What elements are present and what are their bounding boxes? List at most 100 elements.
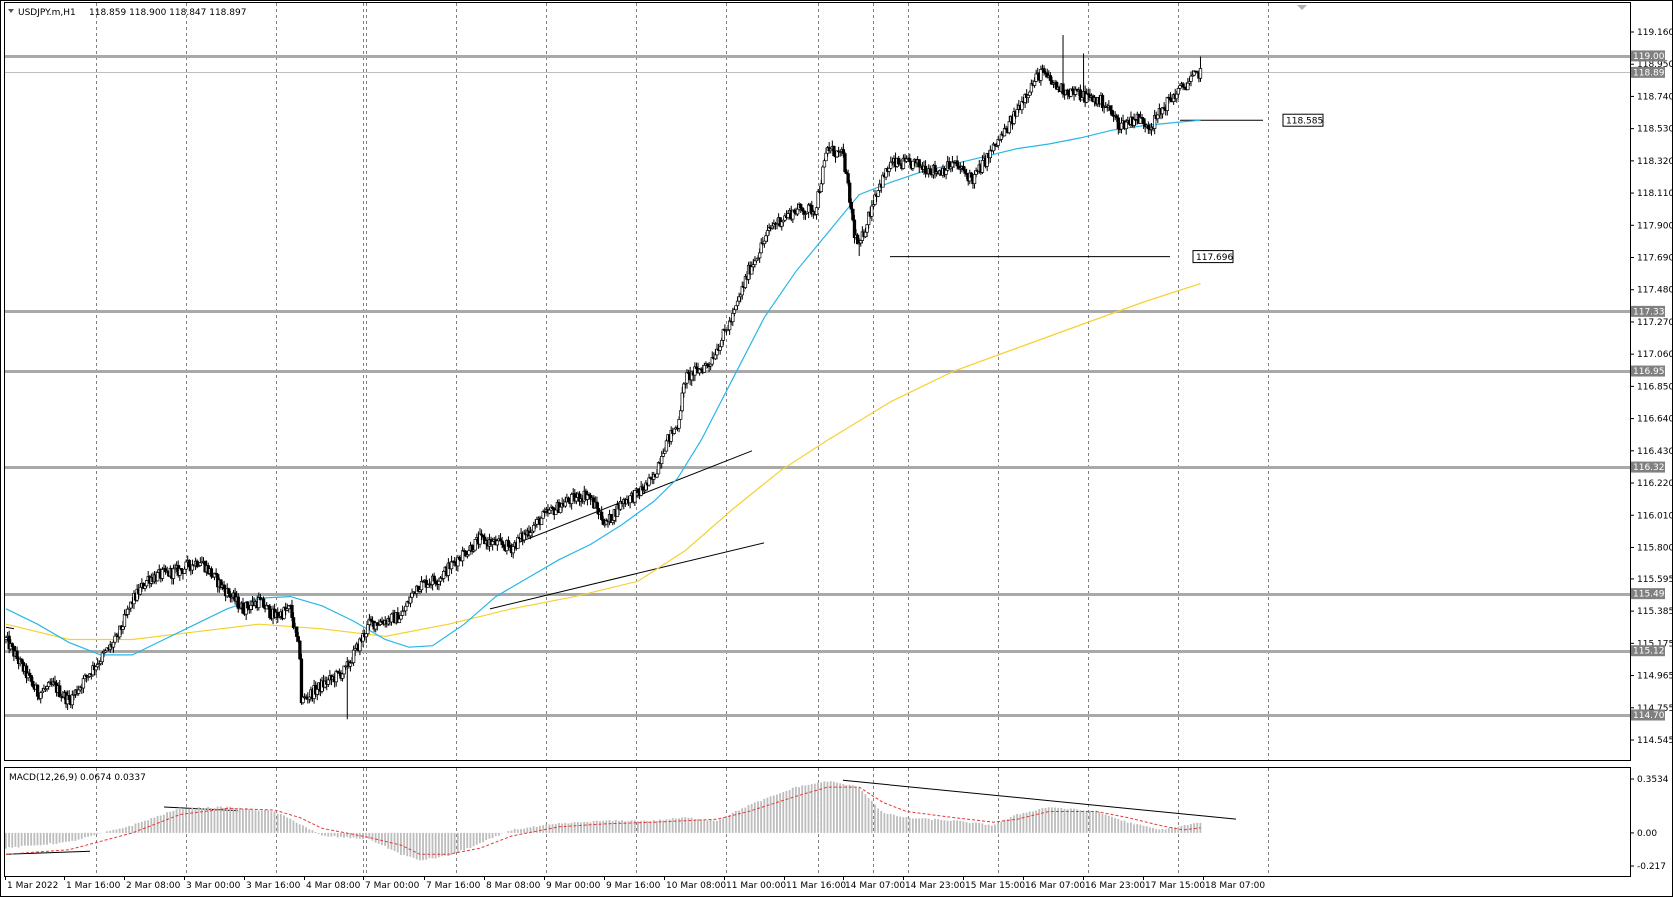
candle-body[interactable]: [156, 572, 160, 582]
candle-body[interactable]: [819, 183, 823, 192]
candle-body[interactable]: [928, 168, 932, 174]
candle-body[interactable]: [647, 477, 651, 486]
candle-body[interactable]: [955, 160, 959, 167]
candle-body[interactable]: [765, 230, 770, 237]
candle-body[interactable]: [222, 584, 226, 590]
candle-body[interactable]: [295, 626, 299, 637]
candle-body[interactable]: [100, 652, 105, 663]
candle-body[interactable]: [859, 240, 863, 244]
candle-body[interactable]: [677, 418, 681, 429]
candle-body[interactable]: [182, 568, 187, 574]
candle-body[interactable]: [113, 635, 117, 643]
candle-body[interactable]: [758, 252, 762, 259]
candle-body[interactable]: [1032, 80, 1037, 86]
candle-body[interactable]: [1124, 121, 1128, 130]
candle-body[interactable]: [734, 305, 738, 311]
candle-body[interactable]: [600, 511, 604, 520]
candle-body[interactable]: [246, 602, 250, 609]
level-price-tag[interactable]: [1631, 461, 1665, 473]
candle-body[interactable]: [814, 207, 819, 215]
candle-body[interactable]: [15, 650, 19, 660]
candle-body[interactable]: [298, 640, 302, 660]
candle-body[interactable]: [506, 540, 511, 547]
chart-shift-marker-icon[interactable]: [1297, 5, 1307, 10]
candle-body[interactable]: [326, 679, 330, 685]
candle-body[interactable]: [434, 580, 438, 584]
candle-body[interactable]: [1066, 89, 1070, 95]
candle-body[interactable]: [1181, 83, 1185, 88]
candle-body[interactable]: [685, 372, 689, 384]
candle-body[interactable]: [187, 560, 191, 568]
candle-body[interactable]: [184, 561, 188, 570]
candle-body[interactable]: [81, 678, 86, 689]
candle-body[interactable]: [58, 685, 62, 698]
candle-body[interactable]: [702, 364, 707, 373]
candle-body[interactable]: [29, 675, 33, 682]
candle-body[interactable]: [672, 428, 676, 434]
candle-body[interactable]: [1165, 96, 1169, 111]
candle-body[interactable]: [569, 493, 574, 505]
candle-body[interactable]: [849, 202, 853, 210]
candle-body[interactable]: [799, 204, 803, 209]
candle-body[interactable]: [1141, 118, 1146, 125]
candle-body[interactable]: [143, 585, 147, 589]
current-price-tag[interactable]: [1631, 66, 1665, 78]
candle-body[interactable]: [824, 152, 828, 162]
candle-body[interactable]: [171, 567, 176, 579]
candle-body[interactable]: [490, 541, 495, 546]
candle-body[interactable]: [291, 617, 296, 628]
candle-body[interactable]: [911, 160, 915, 169]
candle-body[interactable]: [923, 165, 928, 174]
candle-body[interactable]: [855, 234, 860, 245]
candle-body[interactable]: [731, 312, 735, 323]
level-price-tag[interactable]: [1631, 709, 1665, 721]
candle-body[interactable]: [1175, 93, 1179, 100]
candle-body[interactable]: [764, 235, 768, 242]
candle-body[interactable]: [800, 207, 804, 212]
candle-body[interactable]: [821, 166, 825, 185]
candle-body[interactable]: [315, 688, 319, 695]
candle-body[interactable]: [460, 550, 465, 562]
candle-body[interactable]: [595, 501, 599, 509]
price-label-box[interactable]: [1282, 113, 1324, 127]
candle-body[interactable]: [1176, 88, 1181, 95]
candle-body[interactable]: [389, 613, 394, 623]
candle-body[interactable]: [478, 533, 482, 545]
candle-body[interactable]: [732, 309, 737, 314]
candle-body[interactable]: [1039, 69, 1043, 81]
candle-body[interactable]: [713, 354, 718, 360]
candle-body[interactable]: [750, 266, 754, 275]
candle-body[interactable]: [31, 681, 35, 687]
candle-body[interactable]: [399, 615, 403, 620]
candle-body[interactable]: [70, 694, 75, 706]
channel-lower-line[interactable]: [489, 542, 765, 610]
candle-body[interactable]: [848, 182, 852, 203]
candle-body[interactable]: [887, 167, 891, 172]
level-price-tag[interactable]: [1631, 645, 1665, 657]
candle-body[interactable]: [655, 473, 659, 478]
candle-body[interactable]: [442, 570, 446, 579]
candle-body[interactable]: [865, 224, 869, 233]
candle-body[interactable]: [121, 626, 125, 630]
candle-body[interactable]: [334, 670, 338, 683]
candle-body[interactable]: [351, 649, 356, 664]
candle-body[interactable]: [628, 495, 632, 504]
candle-body[interactable]: [963, 169, 967, 174]
candle-body[interactable]: [961, 166, 966, 171]
candle-body[interactable]: [227, 588, 231, 595]
candle-body[interactable]: [795, 208, 800, 215]
candle-body[interactable]: [563, 501, 567, 507]
candle-body[interactable]: [340, 673, 345, 679]
candle-body[interactable]: [832, 145, 836, 157]
trendlines[interactable]: 118.585 117.696: [5, 113, 1324, 855]
candle-body[interactable]: [944, 169, 948, 175]
level-price-tag[interactable]: [1631, 365, 1665, 377]
candle-body[interactable]: [94, 666, 98, 671]
candle-body[interactable]: [20, 658, 24, 663]
candle-body[interactable]: [511, 546, 515, 554]
candle-body[interactable]: [473, 538, 477, 551]
candle-body[interactable]: [1116, 117, 1120, 130]
candle-body[interactable]: [980, 159, 985, 173]
candle-body[interactable]: [241, 602, 245, 614]
candle-body[interactable]: [35, 684, 40, 697]
